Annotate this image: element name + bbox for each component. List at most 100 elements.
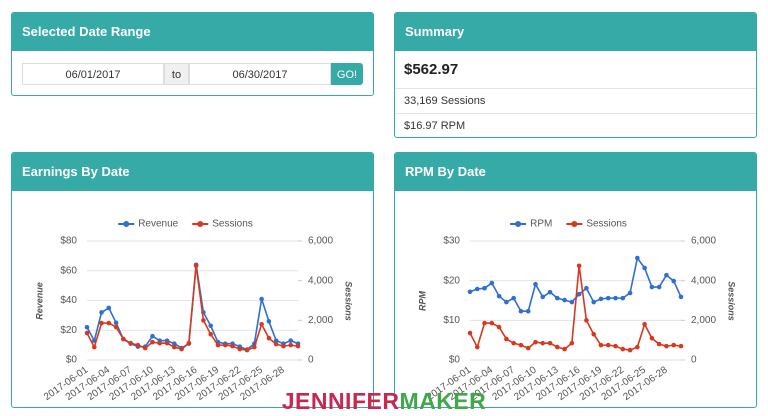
legend-item[interactable]: RPM: [510, 219, 552, 230]
data-point: [281, 343, 286, 349]
panel-title: Summary: [395, 13, 756, 51]
rpm: $16.97 RPM: [404, 120, 466, 132]
data-point: [664, 343, 669, 349]
y2-tick-label: 2,000: [308, 315, 333, 326]
data-point: [273, 341, 279, 347]
data-point: [649, 284, 655, 290]
data-point: [540, 340, 546, 346]
data-point: [237, 346, 243, 352]
data-point: [496, 324, 502, 330]
data-point: [128, 340, 133, 346]
data-point: [591, 299, 596, 305]
data-point: [150, 339, 155, 345]
data-point: [273, 338, 279, 343]
data-point: [642, 322, 647, 327]
data-point: [252, 344, 257, 350]
data-point: [288, 342, 294, 348]
data-point: [222, 342, 228, 348]
data-point: [613, 295, 618, 301]
y2-tick-label: 6,000: [308, 236, 333, 247]
y2-tick-label: 4,000: [691, 275, 716, 286]
legend-item[interactable]: Sessions: [566, 219, 627, 230]
data-point: [547, 340, 553, 346]
series-line: [86, 265, 299, 351]
data-point: [569, 299, 575, 305]
data-point: [649, 335, 655, 341]
y2-axis-title: Sessions: [344, 281, 354, 321]
legend-swatch-dot: [123, 221, 130, 227]
legend-item[interactable]: Revenue: [118, 219, 179, 230]
data-point: [555, 295, 560, 301]
series-line: [469, 265, 682, 351]
legend-item[interactable]: Sessions: [192, 219, 253, 230]
data-point: [164, 340, 170, 346]
data-point: [230, 343, 235, 349]
data-point: [135, 342, 141, 348]
data-point: [678, 343, 684, 349]
data-point: [113, 324, 119, 330]
data-point: [193, 263, 199, 269]
data-point: [150, 333, 155, 339]
data-point: [244, 347, 250, 353]
go-button[interactable]: GO!: [331, 63, 363, 85]
y-tick-label: $40: [60, 295, 77, 306]
sessions: 33,169 Sessions: [395, 89, 756, 114]
data-point: [142, 345, 148, 351]
data-point: [504, 299, 509, 305]
data-point: [555, 344, 560, 350]
data-point: [518, 308, 524, 314]
data-point: [664, 272, 669, 278]
data-point: [605, 295, 611, 301]
data-point: [533, 281, 538, 287]
date-range-panel: Selected Date Range 06/01/2017 to 06/30/…: [11, 12, 374, 96]
data-point: [635, 344, 640, 350]
data-point: [525, 345, 531, 351]
data-point: [91, 344, 97, 350]
data-point: [99, 310, 104, 315]
data-point: [656, 284, 662, 290]
data-point: [496, 293, 502, 299]
data-point: [179, 346, 184, 352]
data-point: [620, 295, 626, 301]
legend-label: Sessions: [586, 219, 627, 230]
end-date-input[interactable]: 06/30/2017: [189, 63, 331, 85]
data-point: [208, 323, 213, 329]
y2-tick-label: 4,000: [308, 275, 333, 286]
data-point: [186, 340, 192, 346]
data-point: [172, 344, 177, 350]
data-point: [518, 342, 524, 348]
data-point: [525, 308, 531, 314]
data-point: [482, 285, 487, 291]
watermark-second: MAKER: [399, 388, 487, 414]
rpm-panel: RPM By Date $0 $10 $20 $30 0 2,000 4,000 6,000 R…: [394, 152, 757, 408]
data-point: [215, 342, 221, 348]
data-point: [157, 340, 163, 346]
legend-label: Sessions: [212, 219, 253, 230]
data-point: [613, 343, 618, 349]
earnings: $562.97: [395, 51, 756, 89]
data-point: [576, 291, 582, 297]
panel-title: RPM By Date: [395, 153, 756, 191]
data-point: [208, 331, 213, 337]
data-point: [591, 331, 596, 337]
y2-tick-label: 0: [308, 355, 314, 366]
data-point: [656, 341, 662, 347]
data-point: [511, 295, 516, 301]
data-point: [627, 347, 633, 353]
data-point: [489, 280, 495, 286]
data-point: [576, 263, 582, 269]
data-point: [627, 290, 633, 296]
data-point: [467, 289, 473, 295]
data-point: [584, 285, 589, 291]
y-tick-label: $0: [66, 355, 78, 366]
y-axis-title: Revenue: [34, 282, 44, 320]
data-point: [540, 294, 546, 300]
data-point: [467, 330, 473, 336]
data-point: [201, 318, 206, 323]
data-point: [504, 336, 509, 342]
watermark-first: JENNIFER: [281, 388, 400, 414]
data-point: [295, 343, 301, 349]
start-date-input[interactable]: 06/01/2017: [22, 63, 164, 85]
